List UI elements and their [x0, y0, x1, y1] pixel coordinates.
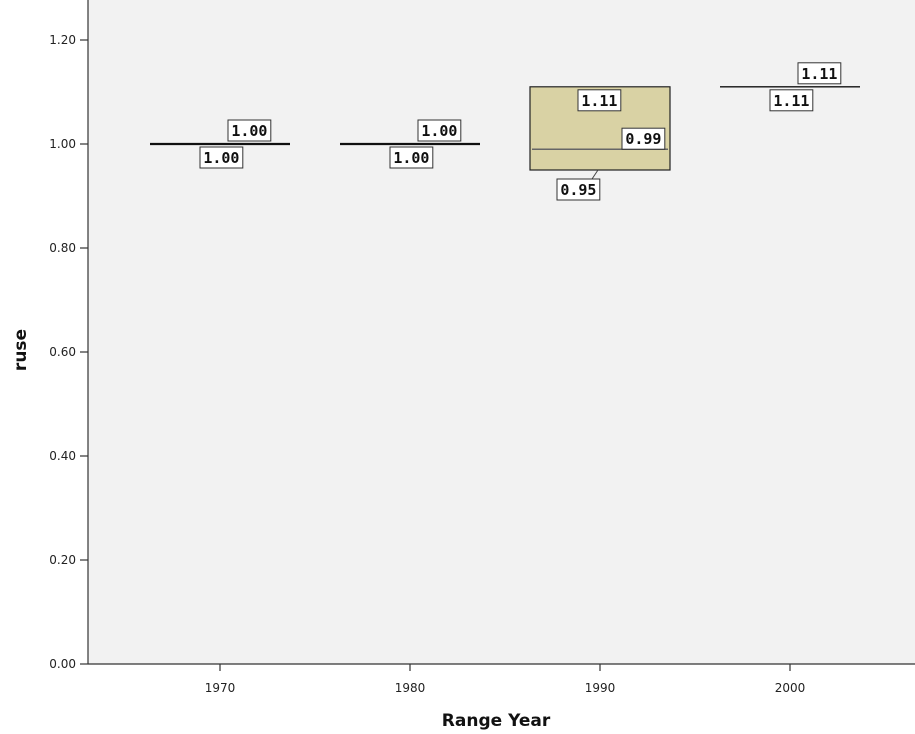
y-axis-title: ruse	[11, 329, 31, 371]
box-group-1970: 1.00 1.00	[150, 119, 290, 169]
data-label-box	[227, 119, 272, 142]
data-label-box	[621, 127, 666, 150]
data-label: 1.11	[773, 92, 809, 110]
x-axis-title: Range Year	[442, 711, 551, 731]
x-tick-label: 1980	[395, 681, 426, 695]
x-tick-label: 2000	[775, 681, 806, 695]
data-label: 1.11	[801, 65, 837, 83]
box-group-1990: 1.11 0.99 0.95	[529, 86, 671, 201]
data-label-box	[577, 89, 622, 112]
data-label-box	[556, 178, 601, 201]
y-tick-label: 0.00	[49, 657, 76, 671]
x-axis-ticks: 1970 1980 1990 2000	[205, 664, 806, 695]
data-label-box	[797, 62, 842, 85]
data-label: 1.00	[231, 122, 267, 140]
y-tick-label: 1.20	[49, 33, 76, 47]
data-label: 0.99	[625, 130, 661, 148]
data-label: 1.00	[421, 122, 457, 140]
data-label-box	[199, 146, 244, 169]
box-group-2000: 1.11 1.11	[720, 62, 860, 112]
plot-layer: 1.00 1.00 1.00 1.00 1.11 0.99 0.95 1.11 1.11	[150, 62, 860, 201]
data-label: 0.95	[560, 181, 596, 199]
y-tick-label: 0.80	[49, 241, 76, 255]
x-tick-label: 1970	[205, 681, 236, 695]
data-label-box	[389, 146, 434, 169]
y-tick-label: 0.60	[49, 345, 76, 359]
data-label-box	[417, 119, 462, 142]
label-leader-line	[591, 169, 599, 180]
x-tick-label: 1990	[585, 681, 616, 695]
y-tick-label: 0.20	[49, 553, 76, 567]
box-group-1980: 1.00 1.00	[340, 119, 480, 169]
data-label: 1.00	[203, 149, 239, 167]
data-label-box	[769, 89, 814, 112]
y-tick-label: 0.40	[49, 449, 76, 463]
y-tick-label: 1.00	[49, 137, 76, 151]
data-label: 1.11	[581, 92, 617, 110]
data-label: 1.00	[393, 149, 429, 167]
y-axis-ticks: 0.00 0.20 0.40 0.60 0.80 1.00 1.20	[49, 33, 88, 671]
